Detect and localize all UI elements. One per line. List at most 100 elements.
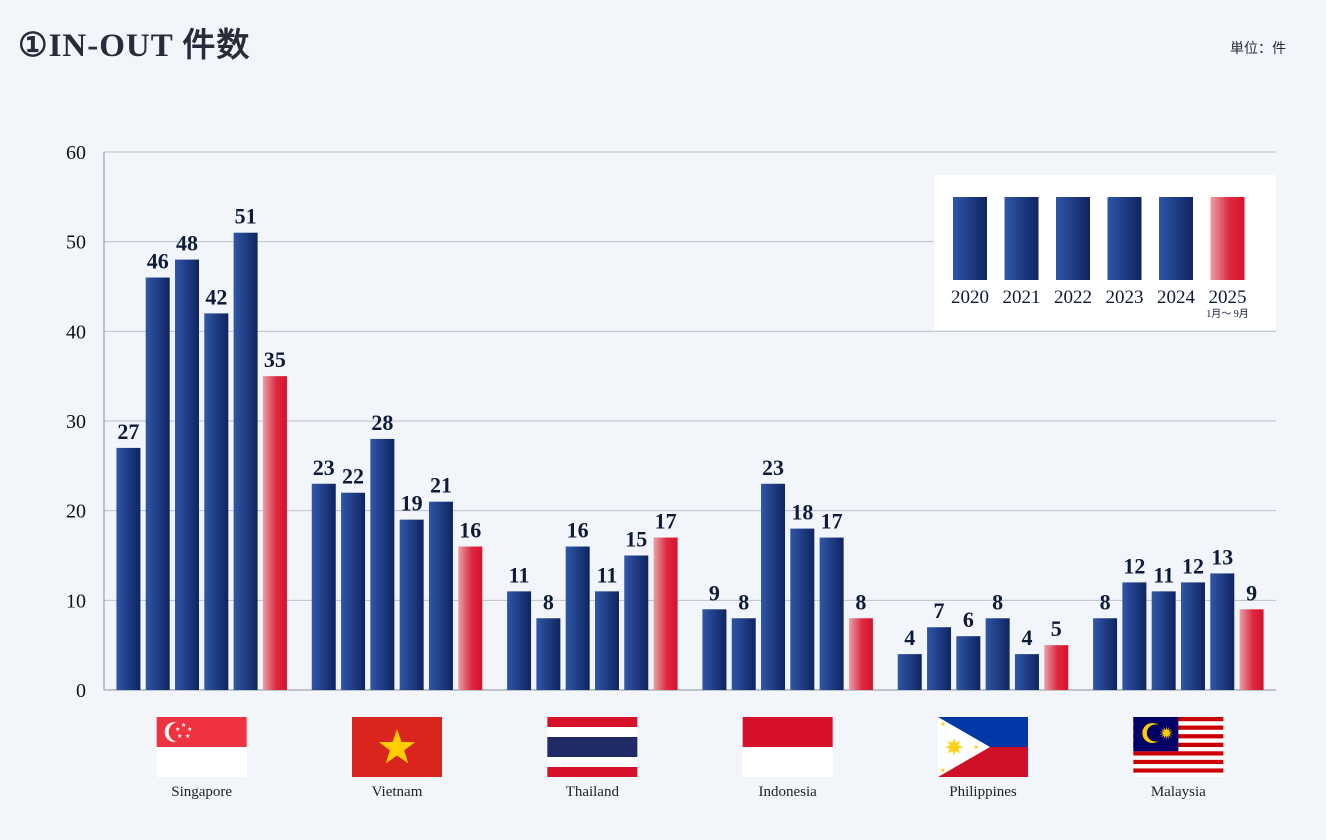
legend-swatch <box>1107 197 1142 280</box>
bar <box>204 313 229 690</box>
data-label: 19 <box>401 491 423 516</box>
data-label: 21 <box>430 473 452 498</box>
bar <box>1093 618 1118 690</box>
legend-label: 2021 <box>1003 287 1041 308</box>
bar <box>897 654 922 690</box>
legend-label: 2025 <box>1209 287 1247 308</box>
y-tick-label: 10 <box>66 590 86 612</box>
bar <box>399 519 424 690</box>
bar <box>985 618 1010 690</box>
category-label: Philippines <box>949 784 1017 800</box>
bar <box>536 618 561 690</box>
data-label: 11 <box>597 562 618 587</box>
data-label: 5 <box>1051 616 1062 641</box>
legend-swatch <box>953 197 987 280</box>
data-label: 16 <box>459 518 481 543</box>
data-label: 6 <box>963 607 974 632</box>
data-label: 12 <box>1182 553 1204 578</box>
bar <box>790 528 815 690</box>
bar <box>761 483 786 690</box>
data-label: 15 <box>625 527 647 552</box>
bar <box>1122 582 1147 690</box>
bars <box>116 232 1264 690</box>
data-label: 9 <box>709 580 720 605</box>
data-label: 18 <box>791 500 813 525</box>
data-label: 17 <box>655 509 677 534</box>
bar <box>507 591 532 690</box>
data-label: 12 <box>1123 553 1145 578</box>
category-label: Singapore <box>171 784 232 800</box>
bar <box>819 537 844 690</box>
bar <box>565 546 590 690</box>
bar <box>653 537 678 690</box>
data-label: 23 <box>762 455 784 480</box>
bar <box>731 618 756 690</box>
legend-label: 2022 <box>1054 287 1092 308</box>
indonesia-flag-icon <box>742 717 833 777</box>
legend-swatch <box>1004 197 1039 280</box>
category-label: Malaysia <box>1151 784 1206 800</box>
bar <box>175 259 200 690</box>
y-tick-label: 20 <box>66 501 86 523</box>
y-tick-label: 40 <box>66 321 86 343</box>
category-label: Thailand <box>566 784 620 800</box>
bar <box>1044 645 1069 690</box>
data-label: 11 <box>509 562 530 587</box>
bar <box>1180 582 1205 690</box>
malaysia-flag-icon <box>1133 717 1224 777</box>
bar <box>428 501 453 690</box>
data-label: 23 <box>313 455 335 480</box>
data-label: 4 <box>1021 625 1032 650</box>
legend-label: 2020 <box>951 287 989 308</box>
legend-swatch <box>1159 197 1193 280</box>
bar <box>956 636 981 690</box>
y-tick-label: 60 <box>66 142 86 164</box>
bar <box>927 627 952 690</box>
data-label: 13 <box>1211 544 1233 569</box>
data-label: 17 <box>821 509 843 534</box>
data-label: 8 <box>738 589 749 614</box>
bar <box>262 376 287 690</box>
bar <box>116 447 141 690</box>
data-label: 8 <box>992 589 1003 614</box>
data-label: 4 <box>904 625 915 650</box>
data-label: 7 <box>934 598 945 623</box>
category-label: Indonesia <box>759 784 818 800</box>
y-tick-label: 30 <box>66 411 86 433</box>
bar <box>594 591 619 690</box>
data-label: 27 <box>117 419 139 444</box>
country-flags <box>156 717 1224 777</box>
y-tick-label: 50 <box>66 232 86 254</box>
thailand-flag-icon <box>547 717 638 777</box>
bar <box>458 546 483 690</box>
bar <box>1210 573 1235 690</box>
data-label: 42 <box>205 284 227 309</box>
philippines-flag-icon <box>938 717 1028 777</box>
bar <box>370 438 395 690</box>
category-label: Vietnam <box>372 784 423 800</box>
bar <box>1239 609 1264 690</box>
legend-label: 2024 <box>1157 287 1196 308</box>
legend-label: 2023 <box>1106 287 1144 308</box>
data-label: 51 <box>235 204 257 229</box>
singapore-flag-icon <box>156 717 247 777</box>
data-label: 8 <box>855 589 866 614</box>
bar <box>233 232 258 690</box>
data-label: 11 <box>1153 562 1174 587</box>
legend-note: 1月～ 9月 <box>1206 308 1249 320</box>
chart-title: ①IN-OUT 件数 <box>18 28 251 64</box>
vietnam-flag-icon <box>352 717 442 777</box>
y-tick-label: 0 <box>76 680 86 702</box>
data-label: 22 <box>342 464 364 489</box>
data-label: 8 <box>1100 589 1111 614</box>
bar <box>311 483 336 690</box>
legend-swatch <box>1056 197 1090 280</box>
unit-label: 単位：件 <box>1230 42 1286 57</box>
bar <box>1151 591 1176 690</box>
bar <box>702 609 727 690</box>
bar <box>624 555 649 690</box>
data-label: 46 <box>147 249 169 274</box>
